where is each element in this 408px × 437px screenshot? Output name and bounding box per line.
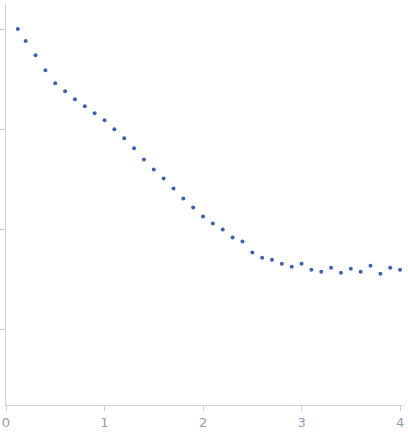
svg-text:1: 1	[100, 415, 108, 430]
svg-text:3: 3	[297, 415, 305, 430]
svg-text:4: 4	[396, 415, 404, 430]
svg-text:2: 2	[199, 415, 207, 430]
svg-text:0: 0	[2, 415, 10, 430]
